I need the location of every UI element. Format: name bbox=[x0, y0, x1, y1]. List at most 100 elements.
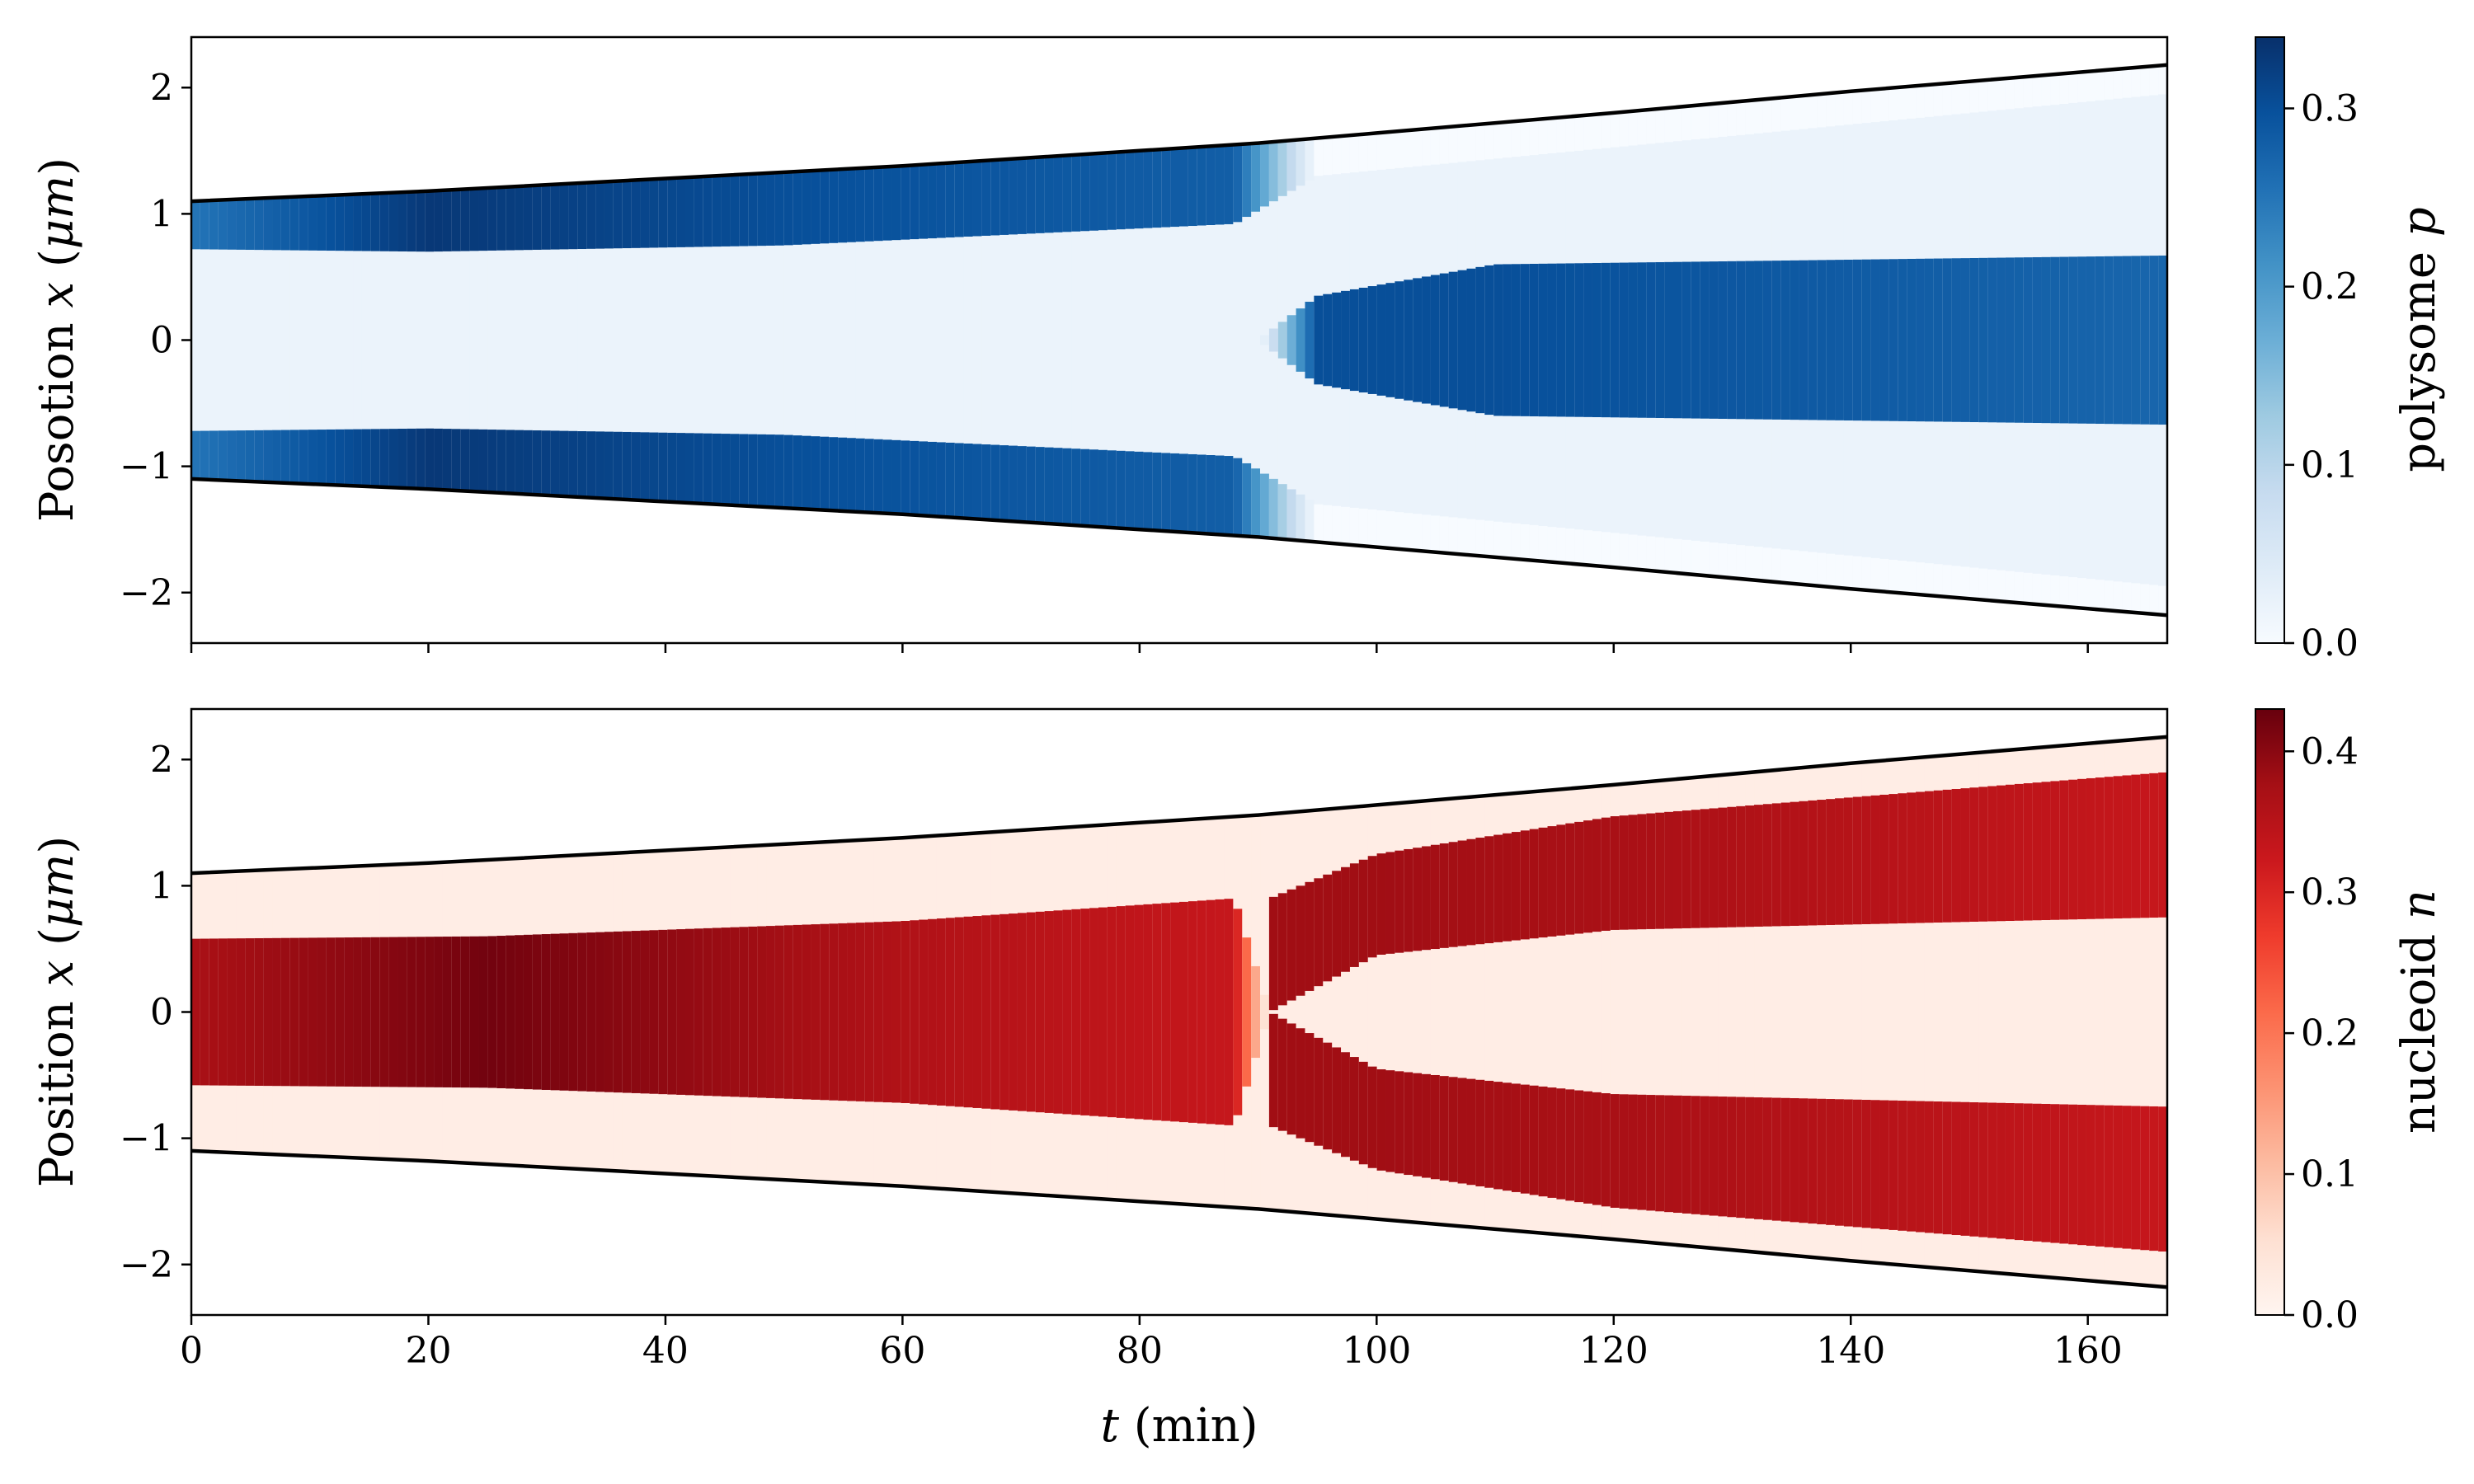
heatmap-cell bbox=[1879, 259, 1890, 421]
heatmap-cell bbox=[1286, 315, 1297, 365]
heatmap-cell bbox=[1727, 101, 1738, 136]
heatmap-cell bbox=[631, 180, 642, 248]
heatmap-cell bbox=[1861, 259, 1872, 421]
heatmap-cell bbox=[1206, 899, 1216, 1125]
heatmap-cell bbox=[1466, 838, 1477, 946]
heatmap-cell bbox=[460, 429, 471, 491]
heatmap-cell bbox=[1305, 302, 1315, 378]
heatmap-cell bbox=[1655, 780, 1665, 1244]
heatmap-cell bbox=[1745, 100, 1755, 134]
top-y-axis-label-var: x bbox=[31, 282, 84, 308]
heatmap-cell bbox=[308, 937, 318, 1087]
heatmap-cell bbox=[353, 937, 363, 1087]
heatmap-cell bbox=[873, 922, 884, 1102]
top-y-axis-label-open: ( bbox=[31, 249, 84, 282]
heatmap-cell bbox=[1852, 796, 1863, 925]
heatmap-cell bbox=[1969, 567, 1980, 599]
heatmap-cell bbox=[1260, 142, 1270, 207]
heatmap-cell bbox=[1898, 561, 1907, 594]
heatmap-cell bbox=[928, 163, 938, 239]
heatmap-cell bbox=[1448, 271, 1459, 409]
heatmap-cell bbox=[919, 919, 929, 1105]
heatmap-cell bbox=[2032, 256, 2043, 424]
heatmap-cell bbox=[2140, 66, 2151, 96]
heatmap-cell bbox=[1404, 513, 1413, 550]
heatmap-cell bbox=[945, 162, 956, 518]
heatmap-cell bbox=[1242, 463, 1252, 537]
heatmap-cell bbox=[1422, 801, 1432, 1223]
heatmap-cell bbox=[1268, 328, 1279, 352]
heatmap-cell bbox=[1385, 283, 1396, 397]
heatmap-cell bbox=[1305, 1033, 1315, 1143]
heatmap-cell bbox=[1448, 842, 1459, 947]
heatmap-cell bbox=[1349, 507, 1360, 546]
heatmap-cell bbox=[506, 186, 515, 494]
heatmap-cell bbox=[2149, 738, 2159, 1286]
heatmap-cell bbox=[829, 169, 839, 243]
heatmap-cell bbox=[308, 195, 318, 251]
heatmap-cell bbox=[1942, 83, 1953, 115]
heatmap-cell bbox=[1529, 829, 1540, 939]
heatmap-cell bbox=[1870, 259, 1881, 421]
heatmap-cell bbox=[658, 178, 669, 502]
heatmap-cell bbox=[2059, 576, 2069, 607]
heatmap-cell bbox=[379, 937, 390, 1087]
heatmap-cell bbox=[1565, 528, 1575, 564]
heatmap-cell bbox=[1556, 824, 1567, 936]
bottom-colorbar bbox=[2255, 708, 2285, 1316]
heatmap-cell bbox=[954, 162, 965, 519]
heatmap-cell bbox=[1233, 144, 1244, 223]
heatmap-cell bbox=[1044, 156, 1055, 524]
heatmap-cell bbox=[1916, 757, 1926, 1267]
y-tick-label: 1 bbox=[150, 865, 173, 907]
heatmap-cell bbox=[1484, 836, 1494, 944]
heatmap-cell bbox=[1808, 1098, 1818, 1224]
heatmap-cell bbox=[1035, 447, 1046, 524]
heatmap-cell bbox=[1520, 792, 1531, 1232]
heatmap-cell bbox=[1413, 848, 1423, 951]
heatmap-cell bbox=[506, 935, 515, 1089]
heatmap-cell bbox=[1125, 151, 1136, 529]
heatmap-cell bbox=[1987, 751, 1997, 1273]
heatmap-cell bbox=[1430, 844, 1441, 950]
heatmap-cell bbox=[1466, 124, 1477, 162]
heatmap-cell bbox=[1376, 510, 1387, 548]
heatmap-cell bbox=[936, 163, 947, 517]
heatmap-cell bbox=[757, 434, 767, 507]
heatmap-cell bbox=[2023, 257, 2034, 423]
heatmap-cell bbox=[864, 167, 875, 242]
heatmap-cell bbox=[1870, 89, 1881, 123]
heatmap-cell bbox=[667, 178, 677, 502]
heatmap-cell bbox=[1861, 1100, 1872, 1228]
heatmap-cell bbox=[326, 429, 336, 486]
heatmap-cell bbox=[2149, 773, 2159, 918]
heatmap-cell bbox=[2041, 256, 2052, 424]
heatmap-cell bbox=[1520, 524, 1531, 560]
heatmap-cell bbox=[1780, 549, 1791, 583]
heatmap-cell bbox=[1610, 112, 1620, 148]
heatmap-cell bbox=[2077, 256, 2087, 424]
heatmap-cell bbox=[434, 428, 444, 490]
heatmap-cell bbox=[1466, 268, 1477, 412]
heatmap-cell bbox=[1484, 1080, 1494, 1188]
heatmap-cell bbox=[2041, 75, 2052, 106]
heatmap-cell bbox=[1780, 802, 1791, 927]
heatmap-cell bbox=[416, 428, 426, 489]
heatmap-cell bbox=[397, 192, 408, 488]
heatmap-cell bbox=[2059, 256, 2069, 424]
heatmap-cell bbox=[245, 199, 256, 251]
heatmap-cell bbox=[1799, 768, 1809, 1256]
heatmap-cell bbox=[1933, 790, 1944, 923]
heatmap-cell bbox=[847, 923, 857, 1101]
heatmap-cell bbox=[1655, 812, 1665, 929]
heatmap-cell bbox=[1762, 770, 1773, 1254]
heatmap-cell bbox=[2122, 1106, 2133, 1249]
heatmap-cell bbox=[1879, 760, 1890, 1264]
heatmap-cell bbox=[1305, 881, 1315, 991]
heatmap-cell bbox=[469, 188, 480, 492]
heatmap-cell bbox=[1026, 446, 1037, 523]
heatmap-cell bbox=[1673, 106, 1683, 142]
heatmap-cell bbox=[1664, 538, 1674, 573]
heatmap-cell bbox=[774, 172, 785, 246]
x-tick-label: 0 bbox=[180, 1330, 203, 1372]
